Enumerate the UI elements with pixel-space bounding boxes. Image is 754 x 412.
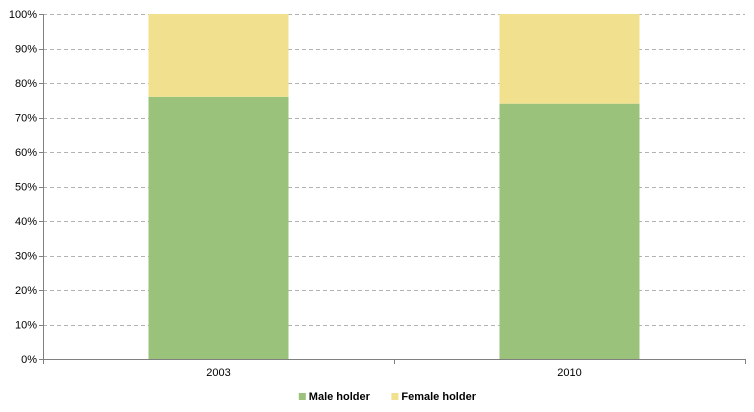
- legend: Male holder Female holder: [298, 391, 477, 403]
- y-tick-label: 10%: [15, 320, 37, 332]
- y-tick-label: 50%: [15, 182, 37, 194]
- y-tick-label: 100%: [9, 9, 37, 21]
- legend-label: Male holder: [309, 391, 371, 403]
- bar-male-holder-2003: [148, 96, 289, 360]
- legend-swatch: [298, 393, 306, 400]
- legend-label: Female holder: [401, 391, 476, 403]
- y-tick-label: 80%: [15, 78, 37, 90]
- gridlines: [43, 14, 745, 326]
- bar-female-holder-2003: [148, 14, 289, 97]
- bars: [148, 14, 640, 360]
- y-tick-label: 30%: [15, 251, 37, 263]
- y-tick-label: 20%: [15, 285, 37, 297]
- y-tick-label: 70%: [15, 113, 37, 125]
- y-tick-label: 90%: [15, 44, 37, 56]
- x-tick-label: 2010: [557, 367, 581, 379]
- y-tick-labels: 0% 10% 20% 30% 40% 50% 60% 70% 80% 90% 100%: [9, 9, 37, 366]
- bar-female-holder-2010: [499, 14, 640, 104]
- y-tick-label: 40%: [15, 216, 37, 228]
- x-tick-labels: 2003 2010: [206, 367, 581, 379]
- axes: [39, 14, 746, 364]
- x-tick-label: 2003: [206, 367, 230, 379]
- y-tick-label: 0%: [21, 354, 37, 366]
- bar-male-holder-2010: [499, 103, 640, 359]
- y-tick-label: 60%: [15, 147, 37, 159]
- legend-swatch: [391, 393, 399, 400]
